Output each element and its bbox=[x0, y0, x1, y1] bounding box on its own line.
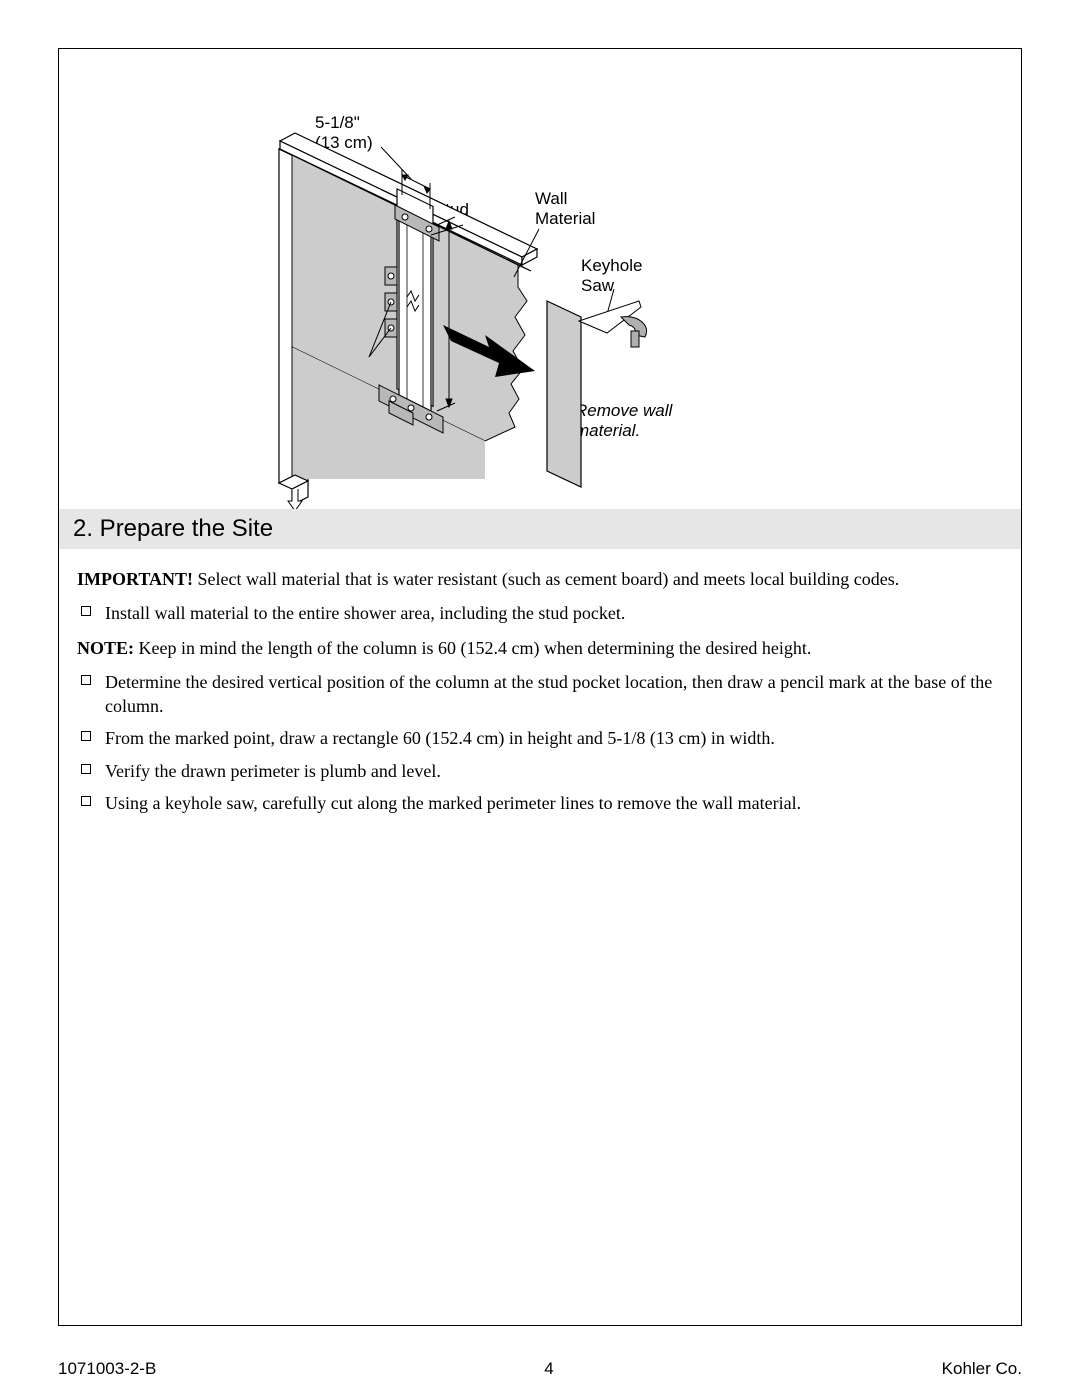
page-number: 4 bbox=[544, 1359, 553, 1379]
checklist-item: From the marked point, draw a rectangle … bbox=[77, 726, 1003, 750]
checklist-item: Install wall material to the entire show… bbox=[77, 601, 1003, 625]
company-name: Kohler Co. bbox=[942, 1359, 1022, 1379]
checklist-item: Verify the drawn perimeter is plumb and … bbox=[77, 759, 1003, 783]
section-heading: 2. Prepare the Site bbox=[59, 509, 1021, 549]
page-footer: 1071003-2-B 4 Kohler Co. bbox=[58, 1359, 1022, 1379]
section-body: IMPORTANT! Select wall material that is … bbox=[59, 549, 1021, 815]
checklist-item: Determine the desired vertical position … bbox=[77, 670, 1003, 719]
installation-diagram: 5-1/8"(13 cm) StudPocket WallMaterial Ke… bbox=[59, 49, 1021, 509]
note-line: NOTE: Keep in mind the length of the col… bbox=[77, 636, 1003, 660]
doc-number: 1071003-2-B bbox=[58, 1359, 156, 1379]
checklist-item: Using a keyhole saw, carefully cut along… bbox=[77, 791, 1003, 815]
important-note: IMPORTANT! Select wall material that is … bbox=[77, 567, 1003, 591]
